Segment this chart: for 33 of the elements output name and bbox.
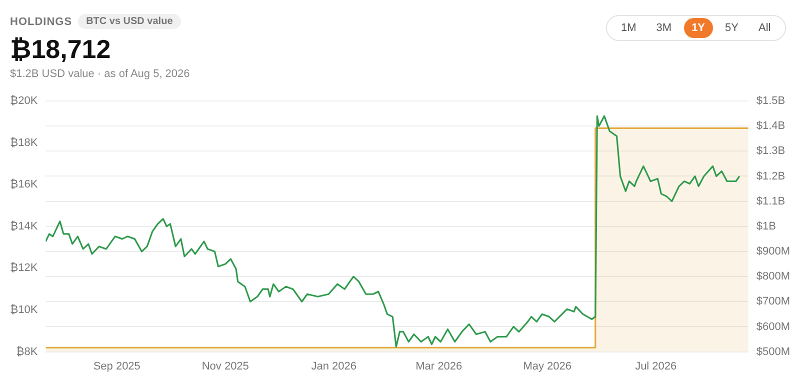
- y2-tick-label: $800M: [756, 270, 790, 283]
- x-tick-label: Mar 2026: [416, 360, 462, 372]
- text: 1Y: [684, 18, 714, 38]
- text: 5Y: [724, 21, 740, 36]
- x-tick-label: Jul 2026: [635, 360, 677, 372]
- chart-title: HOLDINGS: [10, 16, 72, 28]
- y2-tick-label: $1.3B: [756, 145, 786, 158]
- y2-tick-label: $500M: [756, 346, 790, 358]
- y-tick-label: ₿8K: [16, 346, 38, 358]
- text: 1M: [620, 21, 638, 36]
- y-tick-label: ₿10K: [10, 304, 38, 316]
- y2-tick-label: $1.1B: [756, 195, 786, 208]
- y-tick-label: ₿18K: [10, 136, 38, 149]
- y2-tick-label: $900M: [756, 246, 790, 258]
- y-tick-label: ₿14K: [10, 220, 38, 232]
- y-tick-label: ₿16K: [10, 178, 38, 191]
- text: ₿18,712: [10, 34, 112, 65]
- y2-tick-label: $1.2B: [756, 170, 786, 182]
- y2-tick-label: $1B: [756, 220, 776, 232]
- x-tick-label: Sep 2025: [93, 360, 140, 372]
- chart-subtitle: BTC vs USD value: [78, 14, 181, 30]
- x-tick-label: Nov 2025: [202, 360, 249, 372]
- y2-tick-label: $1.4B: [756, 120, 786, 132]
- y-tick-label: ₿20K: [10, 95, 38, 108]
- text: 3M: [655, 21, 673, 36]
- y-tick-label: ₿12K: [10, 262, 38, 274]
- x-tick-label: May 2026: [523, 360, 572, 372]
- text: All: [758, 21, 772, 36]
- y2-tick-label: $600M: [756, 320, 790, 333]
- y2-tick-label: $1.5B: [756, 95, 786, 108]
- text: $1.2B USD value · as of Aug 5, 2026: [10, 68, 190, 80]
- y2-tick-label: $700M: [756, 296, 790, 308]
- x-tick-label: Jan 2026: [311, 360, 357, 372]
